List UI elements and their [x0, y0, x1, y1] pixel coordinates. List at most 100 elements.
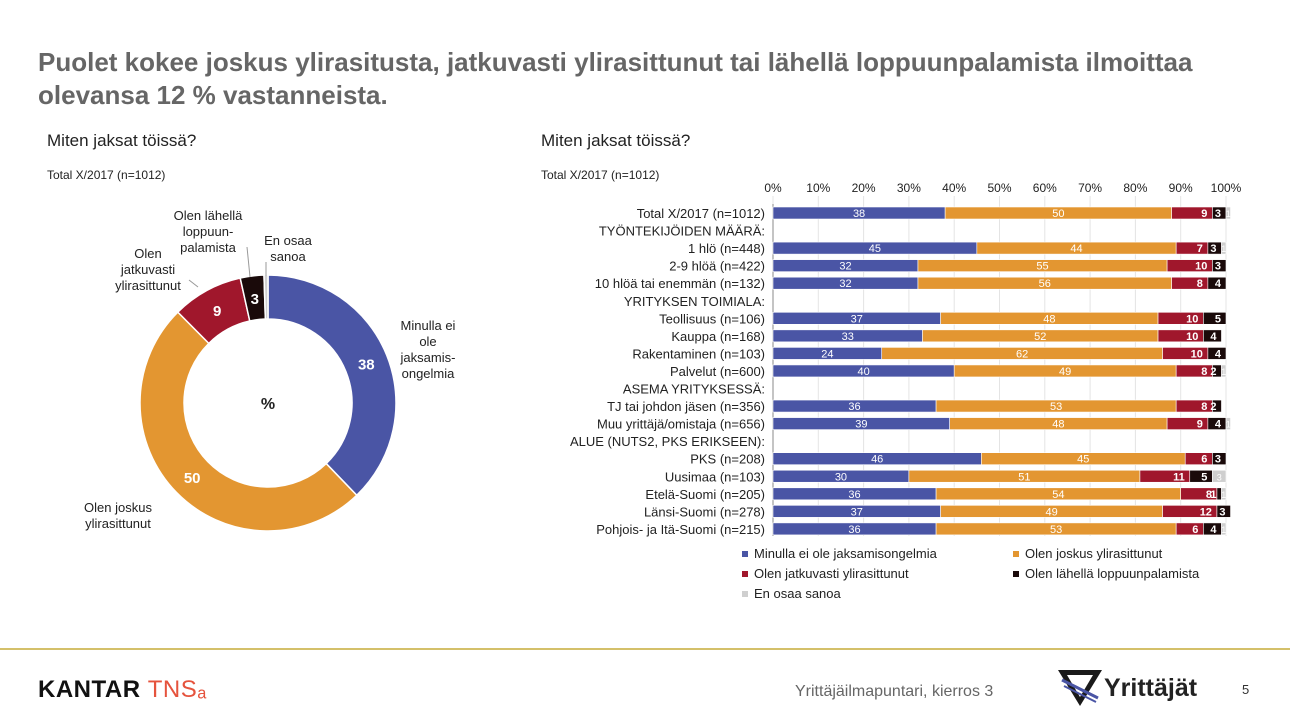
- bar-value-label: 49: [1059, 366, 1071, 378]
- x-tick-label: 20%: [852, 181, 876, 195]
- bar-segment: [1207, 347, 1227, 360]
- bar-value-label: 40: [857, 366, 869, 378]
- bar-value-label: 32: [839, 261, 851, 273]
- bar-value-label: 3: [1219, 506, 1225, 518]
- bar-value-label: 53: [1050, 401, 1062, 413]
- row-label: Etelä-Suomi (n=205): [645, 487, 765, 502]
- bar-segment: [1216, 505, 1231, 518]
- bar-value-label: 10: [1186, 313, 1198, 325]
- donut-outside-label: sanoa: [270, 249, 306, 264]
- bar-value-label: 54: [1052, 489, 1064, 501]
- bar-value-label: 6: [1192, 524, 1198, 536]
- row-label: 1 hlö (n=448): [688, 241, 765, 256]
- donut-outside-label: En osaa: [264, 233, 312, 248]
- bar-value-label: 1: [1226, 209, 1231, 219]
- bar-value-label: 24: [821, 348, 833, 360]
- x-tick-label: 90%: [1169, 181, 1193, 195]
- yrittajat-word: Yrittäjät: [1104, 673, 1198, 702]
- bar-value-label: 2: [1210, 366, 1216, 378]
- bar-question: Miten jaksat töissä?: [541, 131, 691, 150]
- row-label: 2-9 hlöä (n=422): [669, 259, 765, 274]
- bar-value-label: 7: [1197, 243, 1203, 255]
- bar-value-label: 2: [1210, 401, 1216, 413]
- bar-value-label: 37: [851, 313, 863, 325]
- donut-slice: [263, 274, 269, 320]
- row-label: PKS (n=208): [690, 452, 765, 467]
- donut-outside-label: Minulla ei: [401, 318, 456, 333]
- row-label: Teollisuus (n=106): [659, 311, 765, 326]
- row-label: TJ tai johdon jäsen (n=356): [607, 399, 765, 414]
- bar-value-label: 33: [842, 331, 854, 343]
- x-tick-label: 60%: [1033, 181, 1057, 195]
- donut-outside-label: Olen: [134, 246, 161, 261]
- bar-segment: [1221, 522, 1227, 536]
- donut-value-label: 50: [184, 470, 201, 487]
- bar-segment: [1212, 259, 1227, 272]
- bar-value-label: 10: [1191, 348, 1203, 360]
- bar-value-label: 38: [853, 208, 865, 220]
- group-header-label: TYÖNTEKIJÖIDEN MÄÄRÄ:: [599, 224, 765, 239]
- donut-sample-size: Total X/2017 (n=1012): [47, 168, 166, 182]
- donut-value-label: 9: [213, 303, 221, 320]
- bar-value-label: 3: [1215, 261, 1221, 273]
- bar-segment: [1203, 329, 1222, 343]
- bar-value-label: 45: [869, 243, 881, 255]
- yrittajat-mark-icon: [1058, 670, 1102, 706]
- donut-outside-label: Olen joskus: [84, 500, 152, 515]
- bar-value-label: 3: [1210, 243, 1216, 255]
- bar-value-label: 45: [1077, 454, 1089, 466]
- row-label: Total X/2017 (n=1012): [637, 206, 765, 221]
- bar-segment: [1207, 276, 1227, 290]
- bar-segment: [1212, 399, 1222, 413]
- bar-segment: [1221, 241, 1227, 255]
- row-label: Pohjois- ja Itä-Suomi (n=215): [596, 522, 765, 537]
- bar-segment: [1225, 206, 1231, 220]
- row-label: Palvelut (n=600): [670, 364, 765, 379]
- bar-value-label: 3: [1215, 208, 1221, 220]
- bar-value-label: 1: [1226, 420, 1231, 430]
- kantar-word: KANTAR: [38, 676, 148, 703]
- x-tick-label: 80%: [1123, 181, 1147, 195]
- bar-value-label: 4: [1215, 348, 1222, 360]
- bar-value-label: 5: [1201, 471, 1207, 483]
- legend-label: Olen joskus ylirasittunut: [1025, 546, 1163, 561]
- bar-value-label: 55: [1036, 261, 1048, 273]
- yrittajat-logo: Yrittäjät: [1058, 668, 1197, 708]
- bar-value-label: 8: [1201, 401, 1207, 413]
- bar-value-label: 52: [1034, 331, 1046, 343]
- bar-value-label: 8: [1201, 366, 1207, 378]
- bar-value-label: 9: [1197, 419, 1203, 431]
- legend-swatch: [742, 591, 748, 597]
- row-label: Uusimaa (n=103): [665, 469, 765, 484]
- legend-label: Minulla ei ole jaksamisongelmia: [754, 546, 938, 561]
- donut-outside-label: ongelmia: [402, 366, 456, 381]
- x-tick-label: 50%: [987, 181, 1011, 195]
- bar-value-label: 56: [1039, 278, 1051, 290]
- group-header-label: YRITYKSEN TOIMIALA:: [624, 294, 765, 309]
- bar-segment: [1175, 241, 1209, 255]
- row-label: Kauppa (n=168): [671, 329, 765, 344]
- x-tick-label: 100%: [1211, 181, 1242, 195]
- stacked-bar-chart: 0% 10% 20% 30% 40% 50% 60% 70% 80% 90% 100% Total X…: [570, 181, 1242, 601]
- bar-value-label: 1: [1221, 525, 1226, 535]
- legend-swatch: [742, 551, 748, 557]
- row-label: Muu yrittäjä/omistaja (n=656): [597, 417, 765, 432]
- tns-word: TNS: [147, 676, 198, 703]
- legend-swatch: [1013, 571, 1019, 577]
- donut-outside-label: palamista: [180, 240, 236, 255]
- legend-swatch: [1013, 551, 1019, 557]
- survey-name: Yrittäjäilmapuntari, kierros 3: [795, 683, 994, 700]
- bar-value-label: 1: [1221, 490, 1226, 500]
- bar-value-label: 10: [1186, 331, 1198, 343]
- group-header-label: ALUE (NUTS2, PKS ERIKSEEN):: [570, 434, 765, 449]
- bar-value-label: 10: [1195, 261, 1207, 273]
- bar-value-label: 36: [848, 489, 860, 501]
- bar-value-label: 3: [1215, 454, 1221, 466]
- leader-line: [246, 246, 251, 278]
- donut-outside-label: ylirasittunut: [115, 278, 181, 293]
- donut-question: Miten jaksat töissä?: [47, 131, 197, 150]
- bar-value-label: 6: [1201, 454, 1207, 466]
- x-tick-label: 70%: [1078, 181, 1102, 195]
- x-tick-label: 30%: [897, 181, 921, 195]
- donut-center-label: %: [261, 396, 275, 413]
